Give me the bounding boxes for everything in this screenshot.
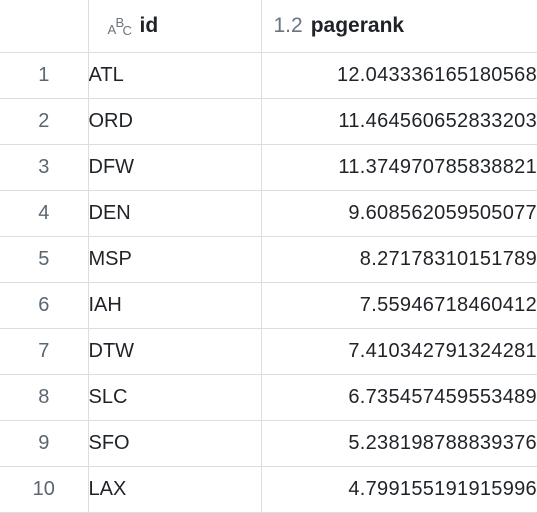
row-index[interactable]: 1 [0, 52, 89, 99]
pagerank-column-header[interactable]: 1.2 pagerank [261, 0, 537, 53]
id-cell[interactable]: ORD [88, 98, 262, 145]
id-cell[interactable]: LAX [88, 466, 262, 513]
index-column-header [0, 0, 89, 53]
row-index[interactable]: 2 [0, 98, 89, 145]
id-column-label: id [139, 13, 159, 37]
row-index[interactable]: 9 [0, 420, 89, 467]
pagerank-cell[interactable]: 11.464560652833203 [261, 98, 537, 145]
table-row: 5 MSP 8.27178310151789 [0, 236, 537, 283]
table-row: 9 SFO 5.238198788839376 [0, 420, 537, 467]
table-row: 3 DFW 11.374970785838821 [0, 144, 537, 191]
pagerank-cell[interactable]: 7.410342791324281 [261, 328, 537, 375]
table-row: 7 DTW 7.410342791324281 [0, 328, 537, 375]
pagerank-cell[interactable]: 4.799155191915996 [261, 466, 537, 513]
id-cell[interactable]: MSP [88, 236, 262, 283]
row-index[interactable]: 8 [0, 374, 89, 421]
number-type-icon: 1.2 [273, 13, 303, 37]
row-index[interactable]: 7 [0, 328, 89, 375]
table-row: 6 IAH 7.55946718460412 [0, 282, 537, 329]
row-index[interactable]: 4 [0, 190, 89, 237]
table-row: 4 DEN 9.608562059505077 [0, 190, 537, 237]
id-cell[interactable]: ATL [88, 52, 262, 99]
id-cell[interactable]: IAH [88, 282, 262, 329]
row-index[interactable]: 10 [0, 466, 89, 513]
id-cell[interactable]: DFW [88, 144, 262, 191]
pagerank-cell[interactable]: 7.55946718460412 [261, 282, 537, 329]
table-row: 8 SLC 6.735457459553489 [0, 374, 537, 421]
row-index[interactable]: 5 [0, 236, 89, 283]
pagerank-cell[interactable]: 12.043336165180568 [261, 52, 537, 99]
id-cell[interactable]: SFO [88, 420, 262, 467]
pagerank-cell[interactable]: 6.735457459553489 [261, 374, 537, 421]
id-cell[interactable]: SLC [88, 374, 262, 421]
id-cell[interactable]: DEN [88, 190, 262, 237]
table-row: 10 LAX 4.799155191915996 [0, 466, 537, 513]
row-index[interactable]: 3 [0, 144, 89, 191]
table-row: 1 ATL 12.043336165180568 [0, 52, 537, 99]
pagerank-cell[interactable]: 5.238198788839376 [261, 420, 537, 467]
pagerank-cell[interactable]: 11.374970785838821 [261, 144, 537, 191]
row-index[interactable]: 6 [0, 282, 89, 329]
id-cell[interactable]: DTW [88, 328, 262, 375]
pagerank-column-label: pagerank [310, 13, 405, 37]
pagerank-cell[interactable]: 8.27178310151789 [261, 236, 537, 283]
pagerank-cell[interactable]: 9.608562059505077 [261, 190, 537, 237]
table-row: 2 ORD 11.464560652833203 [0, 98, 537, 145]
